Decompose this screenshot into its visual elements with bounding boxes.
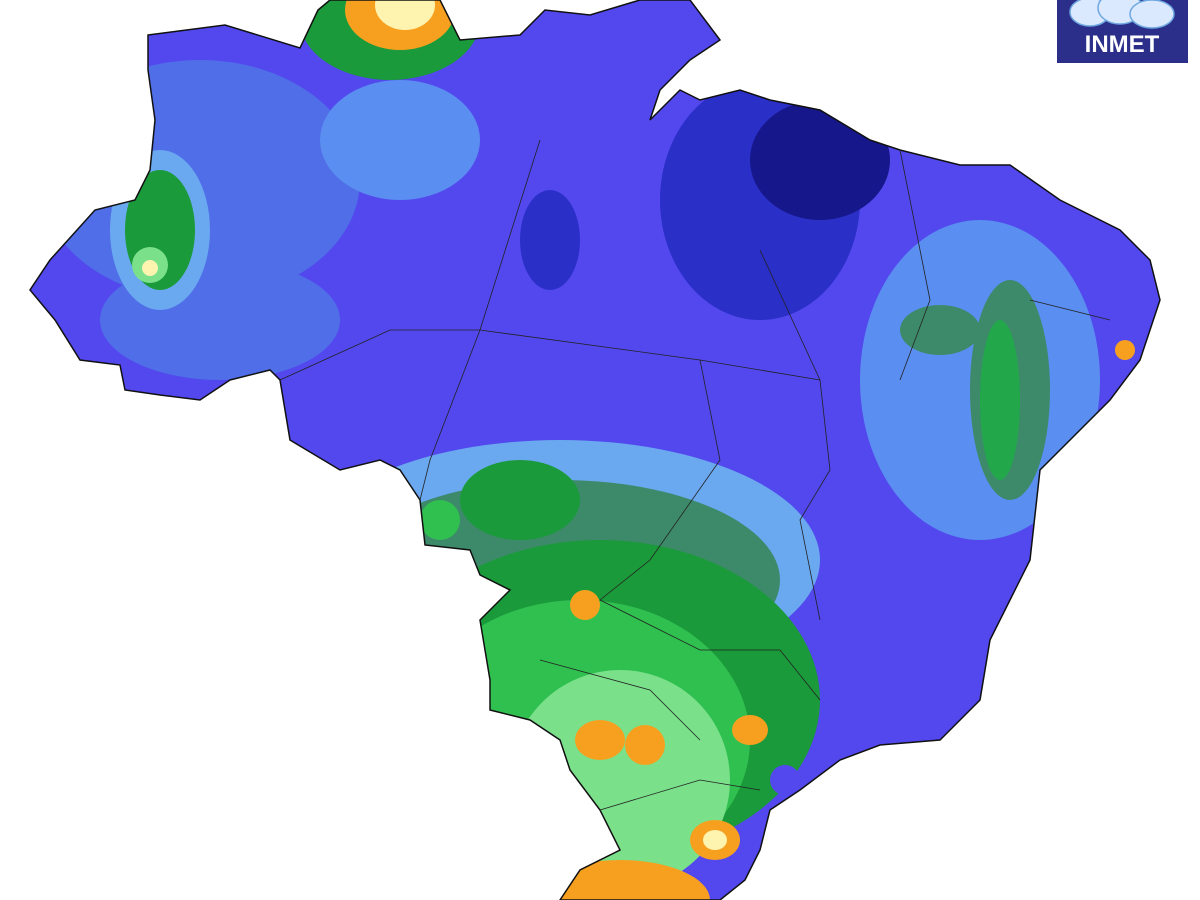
logo: INMET [1057, 0, 1188, 63]
state-borders [279, 139, 1111, 811]
logo-cloud [1069, 0, 1175, 29]
logo-text: INMET [1085, 31, 1160, 58]
